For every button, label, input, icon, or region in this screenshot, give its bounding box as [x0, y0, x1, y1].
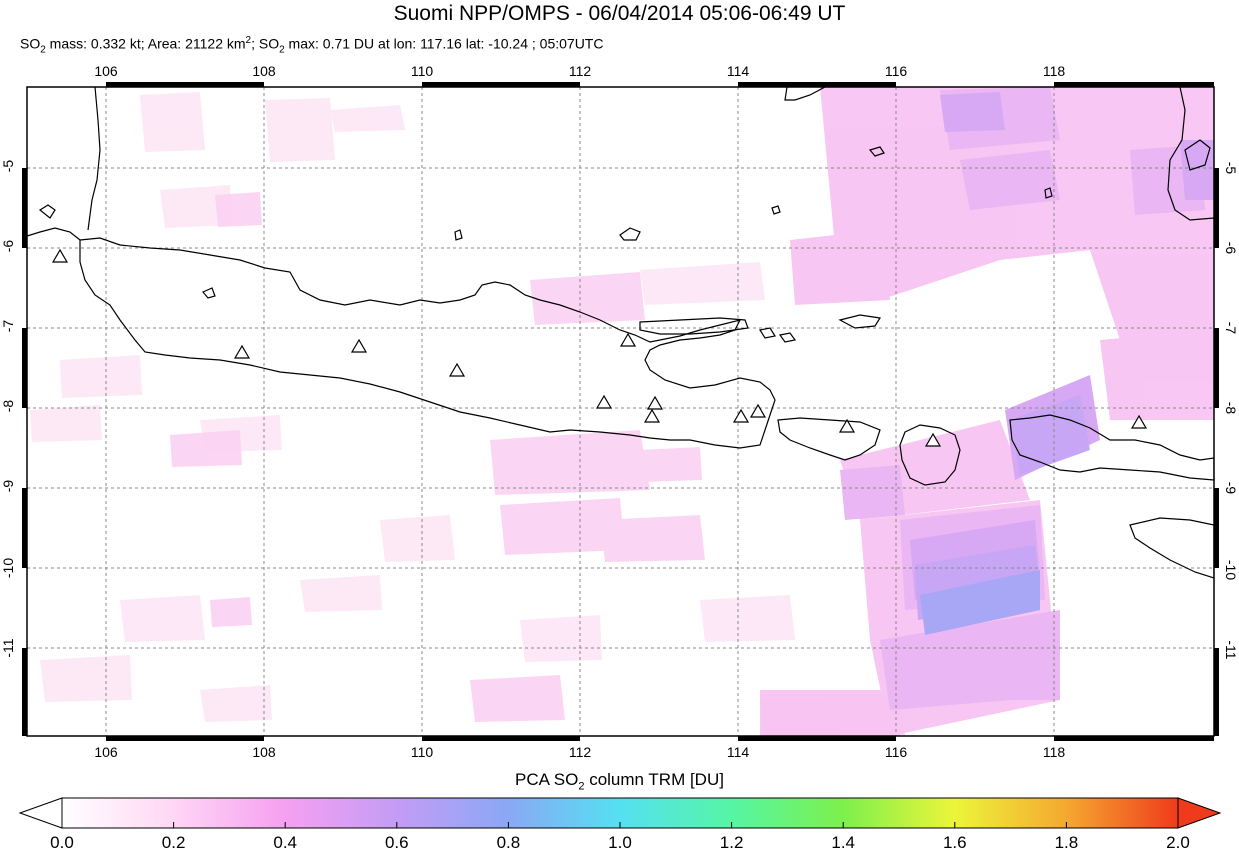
colorbar-min-arrow [18, 797, 63, 829]
so2-field [27, 87, 1214, 736]
colorbar-label: 0.0 [50, 833, 74, 852]
lon-tick-top-118: 118 [1042, 63, 1066, 79]
colorbar-title-prefix: PCA SO [515, 770, 579, 789]
colorbar-label: 1.2 [719, 833, 744, 852]
volcano-marker [749, 403, 767, 418]
so2-map [22, 82, 1219, 741]
volcano-marker [838, 418, 856, 433]
colorbar-label: 1.0 [608, 833, 632, 852]
map-title: Suomi NPP/OMPS - 06/04/2014 05:06-06:49 … [393, 2, 846, 25]
volcano-marker [233, 344, 251, 359]
colorbar-label: 1.8 [1054, 833, 1079, 852]
colorbar [18, 797, 1222, 829]
volcano-marker [350, 338, 368, 353]
so2-max-text: max: 0.71 DU at lon: 117.16 lat: -10.24 … [284, 35, 604, 52]
lon-tick-top-114: 114 [726, 63, 750, 79]
area-superscript: 2 [245, 35, 252, 46]
volcano-marker [643, 408, 661, 423]
colorbar-label: 0.6 [384, 833, 409, 852]
colorbar-label: 0.2 [161, 833, 186, 852]
lon-tick-bottom-106: 106 [94, 744, 118, 760]
lon-tick-bottom-110: 110 [410, 744, 434, 760]
coastlines [27, 87, 1214, 579]
colorbar-ticks [173, 822, 1067, 828]
volcano-marker [924, 432, 942, 447]
lon-tick-bottom-118: 118 [1042, 744, 1066, 760]
colorbar-label: 0.8 [496, 833, 521, 852]
map-border-scale [22, 82, 1219, 741]
colorbar-label: 1.6 [942, 833, 967, 852]
colorbar-title-suffix: column TRM [DU] [584, 770, 724, 789]
lon-tick-top-106: 106 [94, 63, 118, 79]
so2-max-label: ; SO [251, 35, 280, 52]
colorbar-label: 1.4 [831, 833, 855, 852]
lon-tick-bottom-112: 112 [568, 744, 592, 760]
volcano-marker [646, 395, 664, 410]
colorbar-label: 0.4 [273, 833, 297, 852]
graticule [27, 87, 1214, 736]
volcano-marker [51, 248, 69, 263]
so2-mass-label: SO [20, 35, 41, 52]
colorbar-max-arrow [1177, 797, 1222, 829]
so2-subscript: 2 [40, 44, 46, 56]
lon-tick-bottom-116: 116 [884, 744, 908, 760]
volcano-markers [51, 248, 1148, 447]
lon-tick-bottom-114: 114 [726, 744, 750, 760]
colorbar-title-sub: 2 [578, 780, 585, 793]
map-frame [26, 86, 1215, 737]
colorbar-label: 2.0 [1166, 833, 1190, 852]
lon-tick-top-116: 116 [884, 63, 908, 79]
volcano-marker [595, 394, 613, 409]
lon-tick-top-110: 110 [410, 63, 434, 79]
so2-subscript-2: 2 [279, 44, 285, 56]
lon-tick-top-108: 108 [252, 63, 276, 79]
lon-tick-top-112: 112 [568, 63, 592, 79]
lon-tick-bottom-108: 108 [252, 744, 276, 760]
volcano-marker [619, 332, 637, 347]
volcano-marker [1130, 414, 1148, 429]
map-subtitle: SO2 mass: 0.332 kt; Area: 21122 km2; SO2… [20, 35, 603, 55]
volcano-marker [448, 362, 466, 377]
colorbar-title: PCA SO2 column TRM [DU] [0, 770, 1239, 792]
volcano-marker [732, 408, 750, 423]
so2-mass-text: mass: 0.332 kt; Area: 21122 km [45, 35, 246, 52]
